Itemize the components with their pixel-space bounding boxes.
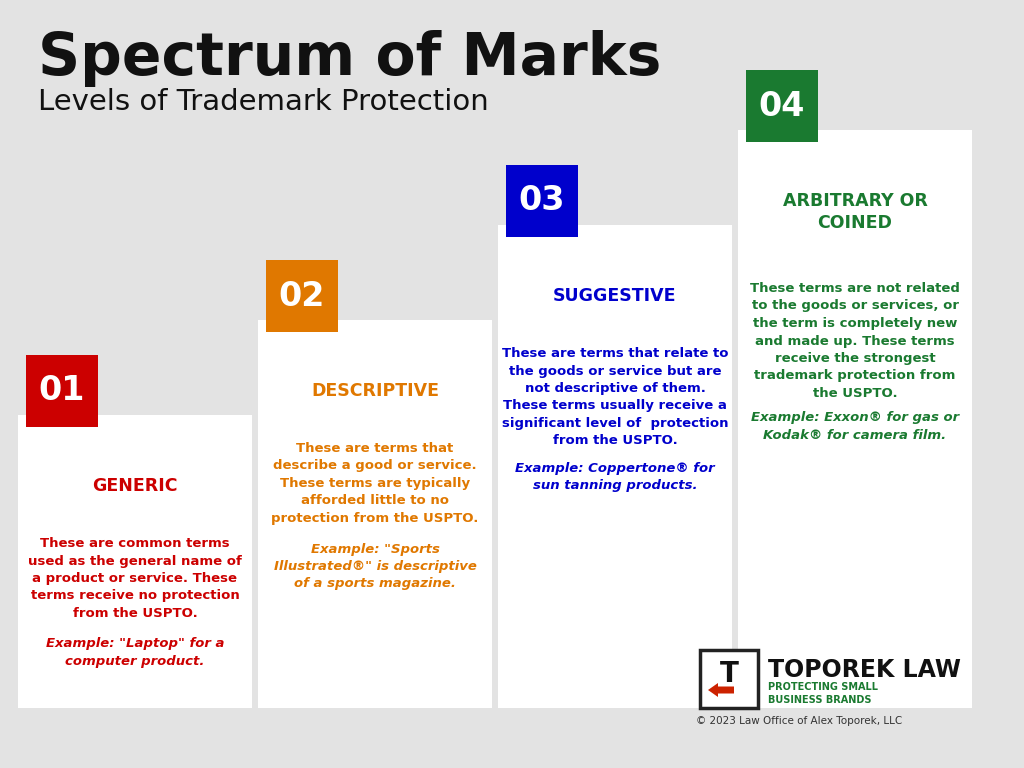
Polygon shape xyxy=(252,320,258,415)
Text: DESCRIPTIVE: DESCRIPTIVE xyxy=(311,382,439,400)
FancyBboxPatch shape xyxy=(746,70,818,142)
Polygon shape xyxy=(732,130,738,225)
Text: PROTECTING SMALL
BUSINESS BRANDS: PROTECTING SMALL BUSINESS BRANDS xyxy=(768,682,878,705)
Text: TOPOREK LAW: TOPOREK LAW xyxy=(768,658,961,682)
FancyBboxPatch shape xyxy=(26,355,98,427)
Text: © 2023 Law Office of Alex Toporek, LLC: © 2023 Law Office of Alex Toporek, LLC xyxy=(696,716,902,726)
Text: 04: 04 xyxy=(759,90,805,123)
FancyBboxPatch shape xyxy=(506,165,578,237)
Text: These are terms that relate to
the goods or service but are
not descriptive of t: These are terms that relate to the goods… xyxy=(502,347,728,448)
Text: These terms are not related
to the goods or services, or
the term is completely : These terms are not related to the goods… xyxy=(750,282,959,400)
Polygon shape xyxy=(492,225,498,320)
FancyArrow shape xyxy=(708,683,734,697)
Text: 03: 03 xyxy=(519,184,565,217)
Text: These are common terms
used as the general name of
a product or service. These
t: These are common terms used as the gener… xyxy=(28,537,242,620)
FancyBboxPatch shape xyxy=(498,225,732,708)
Text: Example: "Sports
Illustrated®" is descriptive
of a sports magazine.: Example: "Sports Illustrated®" is descri… xyxy=(273,542,476,591)
Text: Example: Coppertone® for
sun tanning products.: Example: Coppertone® for sun tanning pro… xyxy=(515,462,715,492)
Text: Levels of Trademark Protection: Levels of Trademark Protection xyxy=(38,88,488,116)
FancyBboxPatch shape xyxy=(266,260,338,332)
FancyBboxPatch shape xyxy=(738,130,972,708)
Text: T: T xyxy=(720,660,738,688)
FancyBboxPatch shape xyxy=(18,415,252,708)
Text: GENERIC: GENERIC xyxy=(92,477,178,495)
Text: Spectrum of Marks: Spectrum of Marks xyxy=(38,30,662,87)
Text: 01: 01 xyxy=(39,375,85,408)
Text: These are terms that
describe a good or service.
These terms are typically
affor: These are terms that describe a good or … xyxy=(271,442,478,525)
Text: 02: 02 xyxy=(279,280,326,313)
Text: Example: "Laptop" for a
computer product.: Example: "Laptop" for a computer product… xyxy=(46,637,224,668)
Text: ARBITRARY OR
COINED: ARBITRARY OR COINED xyxy=(782,192,928,231)
FancyBboxPatch shape xyxy=(258,320,492,708)
FancyBboxPatch shape xyxy=(700,650,758,708)
Text: SUGGESTIVE: SUGGESTIVE xyxy=(553,287,677,305)
Text: Example: Exxon® for gas or
Kodak® for camera film.: Example: Exxon® for gas or Kodak® for ca… xyxy=(751,412,959,442)
